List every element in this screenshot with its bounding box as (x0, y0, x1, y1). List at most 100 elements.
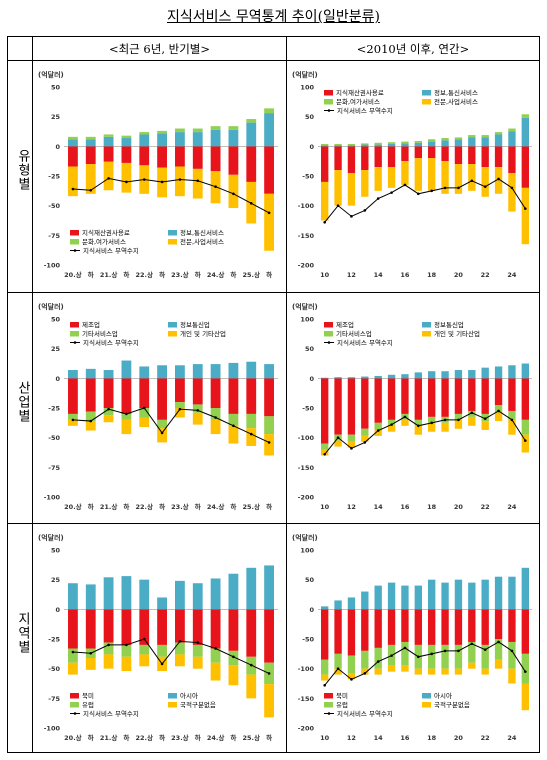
bar-segment (521, 609, 529, 654)
bar-segment (175, 654, 185, 667)
y-tick-label: 100 (300, 84, 314, 92)
trade-balance-point (336, 436, 340, 439)
bar-segment (68, 139, 78, 147)
bar-segment (68, 413, 78, 420)
bar-segment (481, 668, 489, 675)
bar-segment (401, 161, 409, 185)
x-tick-label: 하 (123, 733, 129, 742)
bar-segment (454, 609, 463, 645)
bar-segment (508, 128, 516, 132)
x-tick-label: 22 (481, 271, 490, 279)
bar-segment (428, 139, 436, 142)
bar-segment (68, 583, 78, 610)
bar-segment (454, 139, 463, 147)
trade-balance-point (483, 417, 487, 420)
x-tick-label: 10 (320, 734, 330, 742)
bar-segment (401, 419, 409, 426)
bar-segment (347, 377, 356, 379)
bar-segment (468, 164, 476, 191)
x-tick-label: 하 (159, 270, 165, 279)
legend-label: 국적구분없음 (434, 701, 470, 709)
bar-segment (521, 117, 529, 147)
bar-segment (210, 662, 221, 681)
legend-swatch (70, 693, 79, 699)
bar-segment (121, 135, 132, 139)
legend-label: 지식서비스 무역수지 (337, 709, 393, 718)
bar-segment (228, 378, 239, 414)
bar-segment (121, 413, 132, 420)
x-tick-label: 25.상 (243, 502, 261, 511)
x-tick-label: 20.상 (64, 270, 82, 279)
bar-segment (68, 166, 78, 197)
y-tick-label: -200 (298, 262, 315, 270)
bar-segment (175, 378, 185, 403)
bar-segment (175, 166, 185, 197)
bar-segment (321, 449, 329, 456)
bar-segment (210, 364, 221, 379)
trade-balance-point (510, 649, 514, 653)
legend-line-marker (327, 109, 331, 112)
bar-segment (387, 665, 396, 672)
bar-segment (210, 609, 221, 649)
bar-segment (121, 146, 132, 163)
bar-segment (414, 140, 422, 143)
trade-balance-point (178, 178, 182, 181)
trade-balance-point (71, 650, 75, 654)
x-tick-label: 하 (195, 270, 201, 279)
bar-segment (139, 417, 150, 427)
bar-segment (321, 146, 329, 182)
bar-segment (494, 132, 503, 135)
bar-segment (494, 146, 503, 168)
bar-segment (85, 421, 96, 431)
bar-segment (334, 143, 342, 146)
y-tick-label: -200 (298, 725, 315, 733)
bar-segment (347, 146, 356, 174)
bar-segment (401, 143, 409, 147)
bar-segment (414, 585, 422, 610)
bar-segment (334, 440, 342, 447)
x-tick-label: 16 (400, 734, 410, 742)
col-header-semiannual: <최근 6년, 반기별> (108, 42, 211, 56)
trade-balance-point (363, 672, 367, 675)
trade-balance-point (336, 204, 340, 207)
legend-swatch (70, 322, 79, 328)
trade-balance-point (363, 209, 367, 212)
bar-segment (374, 609, 382, 648)
bar-segment (264, 378, 274, 417)
trade-balance-point (232, 655, 235, 659)
chart-region-semiannual: (억달러) 50 25 0 -25 -50 -75 -100 20.상 하 21.상 하 22.상 하 23… (36, 526, 284, 754)
bar-segment (157, 609, 167, 645)
x-tick-label: 하 (88, 270, 94, 279)
bar-segment (468, 609, 476, 642)
bar-segment (481, 135, 489, 138)
trade-balance-point (483, 648, 487, 651)
bar-segment (103, 408, 114, 416)
legend-label: 전문,사업서비스 (434, 97, 478, 106)
trade-balance-point (497, 177, 500, 181)
trade-balance-point (142, 637, 146, 641)
bar-segment (228, 573, 239, 610)
bar-segment (228, 413, 239, 426)
legend-label: 문화,여가서비스 (82, 237, 126, 246)
bar-segment (157, 146, 167, 168)
bar-segment (85, 136, 96, 140)
bar-segment (121, 360, 132, 379)
bar-segment (246, 378, 257, 414)
bar-segment (441, 644, 449, 669)
y-tick-label: 0 (309, 606, 314, 614)
y-tick-label: -75 (48, 464, 60, 472)
trade-balance-point (323, 683, 326, 687)
x-tick-label: 16 (400, 503, 410, 511)
bar-segment (374, 167, 382, 191)
bar-segment (264, 193, 274, 251)
trade-balance-point (142, 406, 146, 410)
bar-segment (175, 128, 185, 133)
bar-segment (494, 167, 503, 194)
bar-segment (468, 137, 476, 147)
y-tick-label: -150 (298, 695, 315, 703)
col-header-annual: <2010년 이후, 연간> (356, 42, 470, 56)
trade-balance-point (350, 447, 353, 450)
bar-segment (414, 142, 422, 147)
bar-segment (374, 647, 382, 669)
